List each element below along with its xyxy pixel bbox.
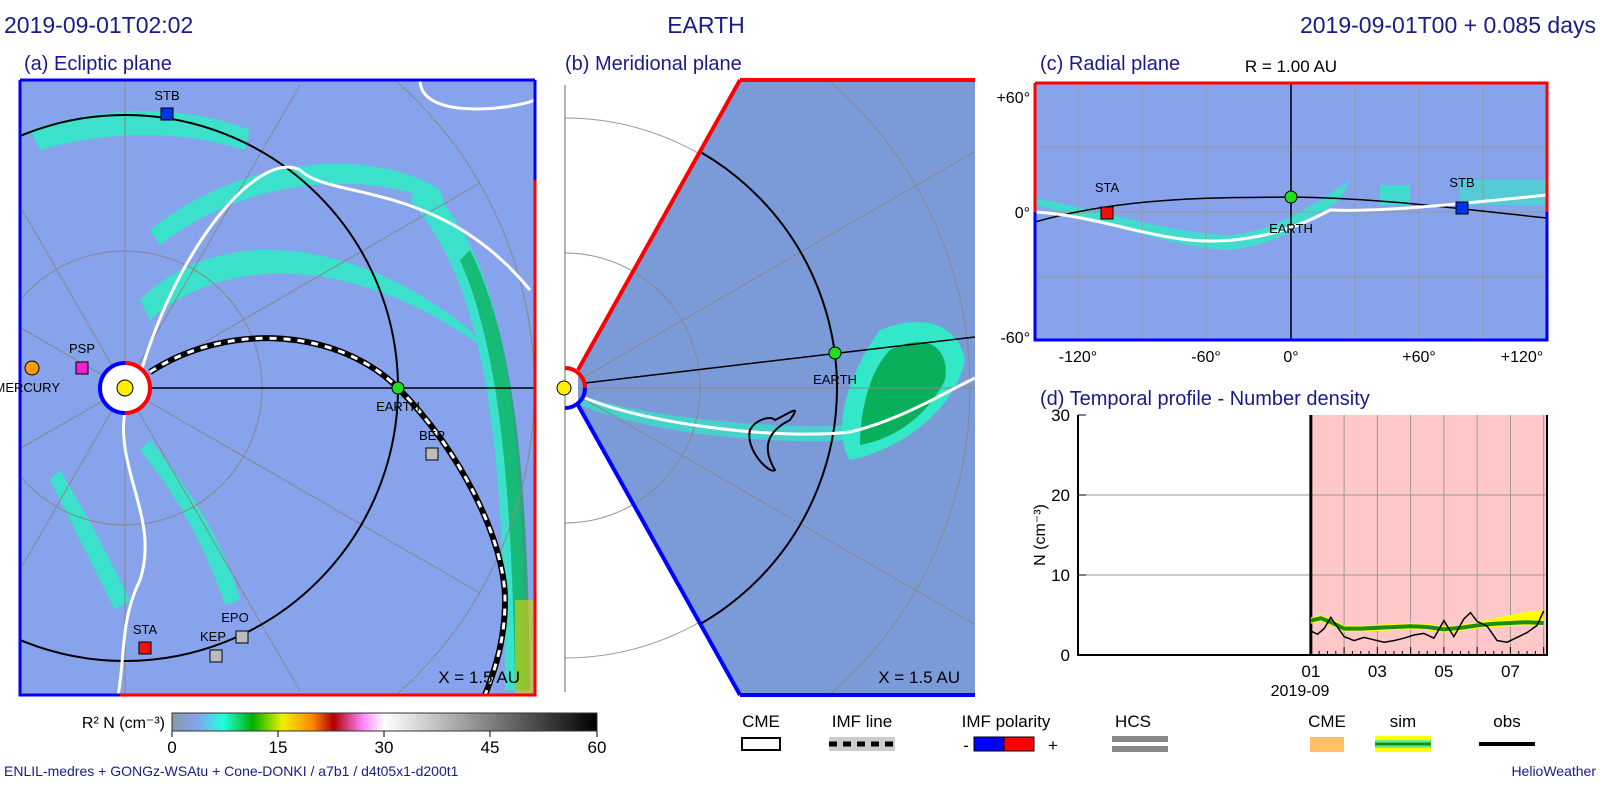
- panel-c-axes: +60° 0° -60° -120° -60° 0° +60° +120°: [996, 90, 1543, 366]
- x-tick: -60°: [1191, 349, 1221, 366]
- chart-axes: [1077, 415, 1548, 656]
- y-tick: -60°: [1000, 330, 1030, 347]
- panel-d-title: (d) Temporal profile - Number density: [1040, 388, 1370, 410]
- legend-cme-outline-label: CME: [742, 712, 780, 731]
- stb-marker-radial: [1455, 201, 1469, 215]
- earth-label-radial: EARTH: [1269, 221, 1313, 236]
- earth-marker-radial: [1284, 190, 1298, 204]
- panel-a-title: (a) Ecliptic plane: [24, 53, 172, 75]
- x-tick: 0°: [1283, 349, 1298, 366]
- polarity-swatch: [1003, 736, 1035, 752]
- cme-outline: [748, 409, 796, 472]
- sta-marker-radial: [1100, 206, 1114, 220]
- cme-period-region: [1310, 415, 1547, 655]
- y-tick-label: 20: [1051, 486, 1070, 505]
- sta-label-radial: STA: [1095, 180, 1120, 195]
- temporal-profile-chart: 0 10 20 30 01 03 05 07: [1051, 406, 1548, 681]
- psp-label: PSP: [69, 341, 95, 356]
- epo-label: EPO: [221, 610, 248, 625]
- legend: CME IMF line IMF polarity - + HCS CME si…: [741, 712, 1535, 755]
- legend-imf-polarity-label: IMF polarity: [962, 712, 1051, 731]
- sim-series-line: [1310, 616, 1544, 632]
- x-tick: +120°: [1501, 349, 1543, 366]
- model-credits: ENLIL-medres + GONGz-WSAtu + Cone-DONKI …: [4, 763, 459, 779]
- x-tick-label: 03: [1368, 662, 1387, 681]
- x-tick: +60°: [1402, 349, 1436, 366]
- sun-marker-meridional: [556, 366, 587, 410]
- bep-marker: [425, 447, 439, 461]
- mercury-label: MERCURY: [0, 380, 60, 395]
- brand-label: HelioWeather: [1511, 763, 1596, 779]
- colorbar-tick: 45: [481, 738, 500, 757]
- earth-label-meridional: EARTH: [813, 372, 857, 387]
- colorbar-tick: 0: [167, 738, 176, 757]
- x-tick-label: 01: [1301, 662, 1320, 681]
- sun-marker: [98, 361, 152, 415]
- center-title: EARTH: [667, 12, 745, 38]
- ecliptic-plane-panel: [20, 80, 535, 695]
- panel-b-title: (b) Meridional plane: [565, 53, 742, 75]
- sta-label: STA: [133, 622, 158, 637]
- earth-marker-meridional: [828, 346, 842, 360]
- panel-a-bodies: STB PSP MERCURY EARTH BEP STA EPO KEP: [0, 88, 445, 663]
- mercury-marker: [24, 360, 40, 376]
- polarity-plus: +: [1048, 736, 1058, 755]
- hcs-line-radial: [1035, 193, 1547, 243]
- hcs-swatch: [1112, 746, 1168, 752]
- kep-label: KEP: [200, 629, 226, 644]
- colorbar: [171, 712, 598, 732]
- x-tick-label: 07: [1501, 662, 1520, 681]
- y-tick-label: 10: [1051, 566, 1070, 585]
- earth-marker: [391, 381, 405, 395]
- legend-hcs-label: HCS: [1115, 712, 1151, 731]
- obs-series-line: [1310, 610, 1545, 643]
- colorbar-tick: 30: [375, 738, 394, 757]
- left-timestamp: 2019-09-01T02:02: [4, 12, 193, 38]
- colorbar-tick: 60: [588, 738, 607, 757]
- y-tick: +60°: [996, 90, 1030, 107]
- hcs-line: [138, 165, 532, 376]
- cme-period-swatch: [1310, 737, 1344, 752]
- bep-label: BEP: [419, 428, 445, 443]
- psp-marker: [75, 361, 89, 375]
- y-tick-label: 30: [1051, 406, 1070, 425]
- legend-imf-line-label: IMF line: [832, 712, 892, 731]
- kep-marker: [209, 649, 223, 663]
- stb-marker: [160, 107, 174, 121]
- x-sublabel: 2019-09: [1271, 683, 1330, 700]
- stb-label: STB: [154, 88, 179, 103]
- cme-outline-swatch: [741, 737, 781, 751]
- panel-c-title: (c) Radial plane: [1040, 53, 1180, 75]
- legend-sim-label: sim: [1390, 712, 1416, 731]
- panel-a-scale: X = 1.5 AU: [438, 668, 520, 687]
- earth-label: EARTH: [376, 399, 420, 414]
- colorbar-tick: 15: [269, 738, 288, 757]
- epo-marker: [235, 630, 249, 644]
- y-axis-label: N (cm⁻³): [1032, 504, 1049, 566]
- panel-c-radius: R = 1.00 AU: [1245, 57, 1337, 76]
- legend-obs-label: obs: [1493, 712, 1520, 731]
- sta-marker: [138, 641, 152, 655]
- y-tick: 0°: [1015, 205, 1030, 222]
- colorbar-label: R² N (cm⁻³): [82, 715, 165, 732]
- hcs-line-meridional: [584, 376, 975, 436]
- panel-b-scale: X = 1.5 AU: [878, 668, 960, 687]
- y-tick-label: 0: [1061, 646, 1070, 665]
- x-tick-label: 05: [1434, 662, 1453, 681]
- legend-cme-period-label: CME: [1308, 712, 1346, 731]
- polarity-minus: -: [963, 736, 969, 755]
- right-timestamp: 2019-09-01T00 + 0.085 days: [1300, 12, 1596, 38]
- x-tick: -120°: [1059, 349, 1097, 366]
- stb-label-radial: STB: [1449, 175, 1474, 190]
